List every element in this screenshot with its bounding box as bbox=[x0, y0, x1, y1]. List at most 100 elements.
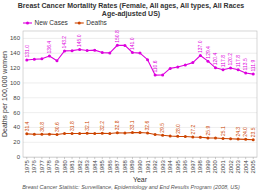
x-tick bbox=[147, 157, 148, 159]
data-label: 32.6 bbox=[144, 121, 150, 131]
title-line: Age-adjusted US) bbox=[102, 10, 160, 18]
x-tick bbox=[49, 157, 50, 159]
x-tick bbox=[253, 157, 254, 159]
x-tick bbox=[230, 157, 231, 159]
marker bbox=[154, 133, 157, 136]
marker bbox=[25, 132, 28, 135]
x-tick-label: 1996 bbox=[182, 159, 188, 173]
grid-line bbox=[23, 142, 257, 143]
x-tick bbox=[192, 157, 193, 159]
marker bbox=[108, 51, 111, 54]
x-tick-label: 2004 bbox=[243, 159, 249, 173]
x-tick bbox=[207, 157, 208, 159]
marker bbox=[169, 67, 172, 70]
marker bbox=[86, 132, 89, 135]
marker bbox=[169, 135, 172, 138]
grid bbox=[23, 38, 257, 157]
marker bbox=[25, 58, 28, 61]
x-tick bbox=[26, 157, 27, 159]
marker bbox=[222, 137, 225, 140]
x-tick-label: 1995 bbox=[175, 159, 181, 173]
marker bbox=[93, 49, 96, 52]
data-label: 28.0 bbox=[175, 124, 181, 134]
legend: New Cases Deaths bbox=[23, 19, 108, 26]
y-tick-label: 140 bbox=[10, 50, 21, 56]
data-label: 31.8 bbox=[69, 121, 75, 131]
data-label: 25.9 bbox=[205, 125, 211, 135]
source: Breast Cancer Statistic: Surveillance, E… bbox=[22, 184, 240, 190]
data-label: 24.0 bbox=[242, 127, 248, 137]
x-tick-label: 1977 bbox=[39, 159, 45, 173]
data-label: 30.6 bbox=[54, 122, 60, 132]
x-tick bbox=[238, 157, 239, 159]
title-line: Breast Cancer Mortality Rates (Female, A… bbox=[18, 2, 245, 10]
x-tick bbox=[87, 157, 88, 159]
x-tick-label: 1984 bbox=[92, 159, 98, 173]
marker bbox=[55, 133, 58, 136]
marker bbox=[252, 73, 255, 76]
grid-line bbox=[23, 97, 257, 98]
y-tick-label: 100 bbox=[10, 80, 21, 86]
x-tick bbox=[34, 157, 35, 159]
marker bbox=[33, 133, 36, 136]
marker bbox=[131, 131, 134, 134]
x-tick-label: 2001 bbox=[220, 159, 226, 173]
x-tick bbox=[132, 157, 133, 159]
legend-label: Deaths bbox=[86, 19, 107, 26]
x-tick bbox=[64, 157, 65, 159]
data-label: 23.5 bbox=[250, 127, 256, 137]
y-tick-label: 0 bbox=[17, 154, 21, 160]
x-tick-label: 1990 bbox=[137, 159, 143, 173]
x-tick-label: 1982 bbox=[77, 159, 83, 173]
marker bbox=[229, 66, 232, 69]
x-tick-label: 1998 bbox=[197, 159, 203, 173]
x-tick bbox=[215, 157, 216, 159]
data-label: 120.4 bbox=[212, 53, 218, 66]
marker bbox=[40, 57, 43, 60]
marker bbox=[71, 132, 74, 135]
marker bbox=[48, 54, 51, 57]
x-tick-label: 1987 bbox=[114, 159, 120, 173]
x-tick bbox=[41, 157, 42, 159]
x-tick-label: 1983 bbox=[84, 159, 90, 173]
x-tick-label: 1991 bbox=[145, 159, 151, 173]
marker bbox=[229, 137, 232, 140]
marker bbox=[206, 136, 209, 139]
data-label: 32.2 bbox=[99, 121, 105, 131]
data-label: 25.1 bbox=[220, 126, 226, 136]
x-tick-label: 1989 bbox=[129, 159, 135, 173]
legend-swatch-marker bbox=[78, 22, 81, 25]
x-tick-label: 1979 bbox=[54, 159, 60, 173]
data-label: 117.8 bbox=[220, 55, 226, 67]
marker bbox=[176, 135, 179, 138]
legend-item: Deaths bbox=[75, 19, 108, 26]
marker bbox=[101, 132, 104, 135]
data-label: 131.0 bbox=[24, 45, 30, 58]
marker bbox=[206, 60, 209, 63]
data-label: 32.1 bbox=[84, 121, 90, 131]
marker bbox=[101, 51, 104, 54]
plot-frame bbox=[23, 31, 257, 157]
legend-label: New Cases bbox=[35, 19, 69, 26]
marker bbox=[63, 49, 66, 52]
marker bbox=[184, 135, 187, 138]
x-tick bbox=[56, 157, 57, 159]
marker bbox=[222, 68, 225, 71]
data-label: 120.2 bbox=[227, 53, 233, 66]
marker bbox=[154, 74, 157, 77]
x-tick-label: 1993 bbox=[160, 159, 166, 173]
x-tick-label: 1975 bbox=[24, 159, 30, 173]
x-tick-label: 1980 bbox=[62, 159, 68, 173]
data-label: 137.0 bbox=[197, 40, 203, 53]
marker bbox=[78, 48, 81, 51]
marker bbox=[199, 54, 202, 57]
y-tick-label: 40 bbox=[13, 124, 20, 130]
data-label: 136.4 bbox=[46, 41, 52, 54]
marker bbox=[78, 132, 81, 135]
data-label: 33.1 bbox=[129, 120, 135, 130]
x-tick-label: 1992 bbox=[152, 159, 158, 173]
data-label: 143.2 bbox=[61, 36, 67, 49]
marker bbox=[86, 49, 89, 52]
x-tick bbox=[124, 157, 125, 159]
x-tick bbox=[200, 157, 201, 159]
